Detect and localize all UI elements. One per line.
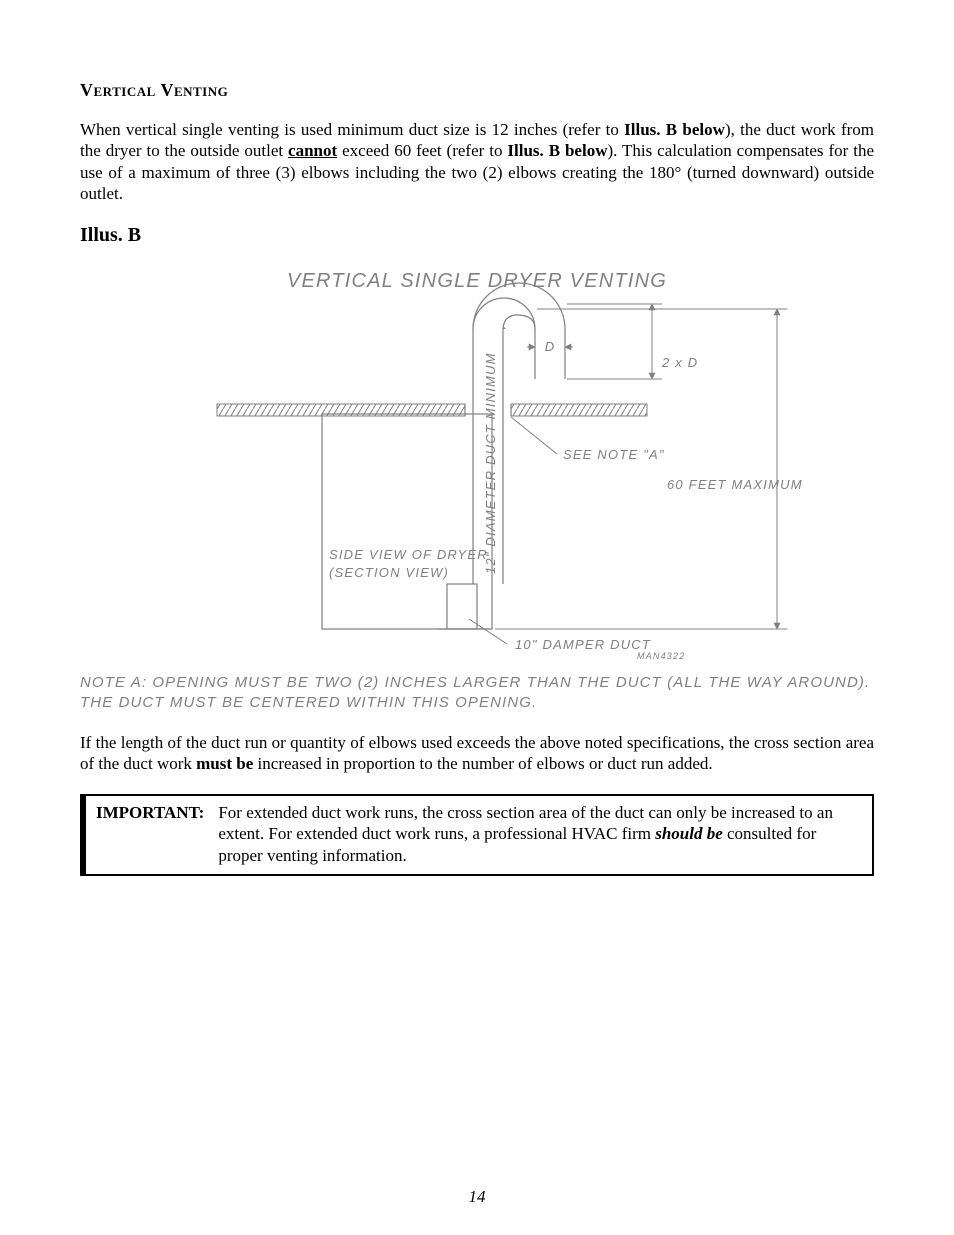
important-box: IMPORTANT: For extended duct work runs, … — [80, 794, 874, 876]
sixty-feet-max-label: 60 FEET MAXIMUM — [667, 477, 803, 492]
text-bold-italic: should be — [655, 824, 723, 843]
duct-min-label: 12" DIAMETER DUCT MINIMUM — [483, 352, 498, 574]
side-view-label-1: SIDE VIEW OF DRYER — [329, 547, 488, 562]
diagram-title: VERTICAL SINGLE DRYER VENTING — [287, 270, 667, 292]
text-bold: Illus. B below — [507, 141, 607, 160]
vertical-venting-diagram: VERTICAL SINGLE DRYER VENTING — [97, 259, 857, 659]
dimension-2d-label: 2 x D — [661, 355, 698, 370]
important-text: For extended duct work runs, the cross s… — [218, 802, 862, 866]
text-segment: increased in proportion to the number of… — [253, 754, 712, 773]
see-note-a-label: SEE NOTE "A" — [563, 447, 665, 462]
page-number: 14 — [0, 1187, 954, 1207]
section-heading: Vertical Venting — [80, 80, 874, 101]
important-label: IMPORTANT: — [96, 802, 204, 866]
diagram-figure: VERTICAL SINGLE DRYER VENTING — [80, 259, 874, 659]
followup-paragraph: If the length of the duct run or quantit… — [80, 732, 874, 775]
note-a: NOTE A: OPENING MUST BE TWO (2) INCHES L… — [80, 673, 874, 714]
side-view-label-2: (SECTION VIEW) — [329, 565, 449, 580]
intro-paragraph: When vertical single venting is used min… — [80, 119, 874, 204]
illustration-label: Illus. B — [80, 224, 874, 247]
text-segment: exceed 60 feet (refer to — [337, 141, 507, 160]
man-number: MAN4322 — [637, 651, 685, 659]
text-bold: must be — [196, 754, 253, 773]
dimension-d-label: D — [545, 339, 556, 354]
text-segment: When vertical single venting is used min… — [80, 120, 624, 139]
damper-duct-label: 10" DAMPER DUCT — [515, 637, 651, 652]
text-bold: Illus. B below — [624, 120, 725, 139]
text-underline: cannot — [288, 141, 337, 160]
